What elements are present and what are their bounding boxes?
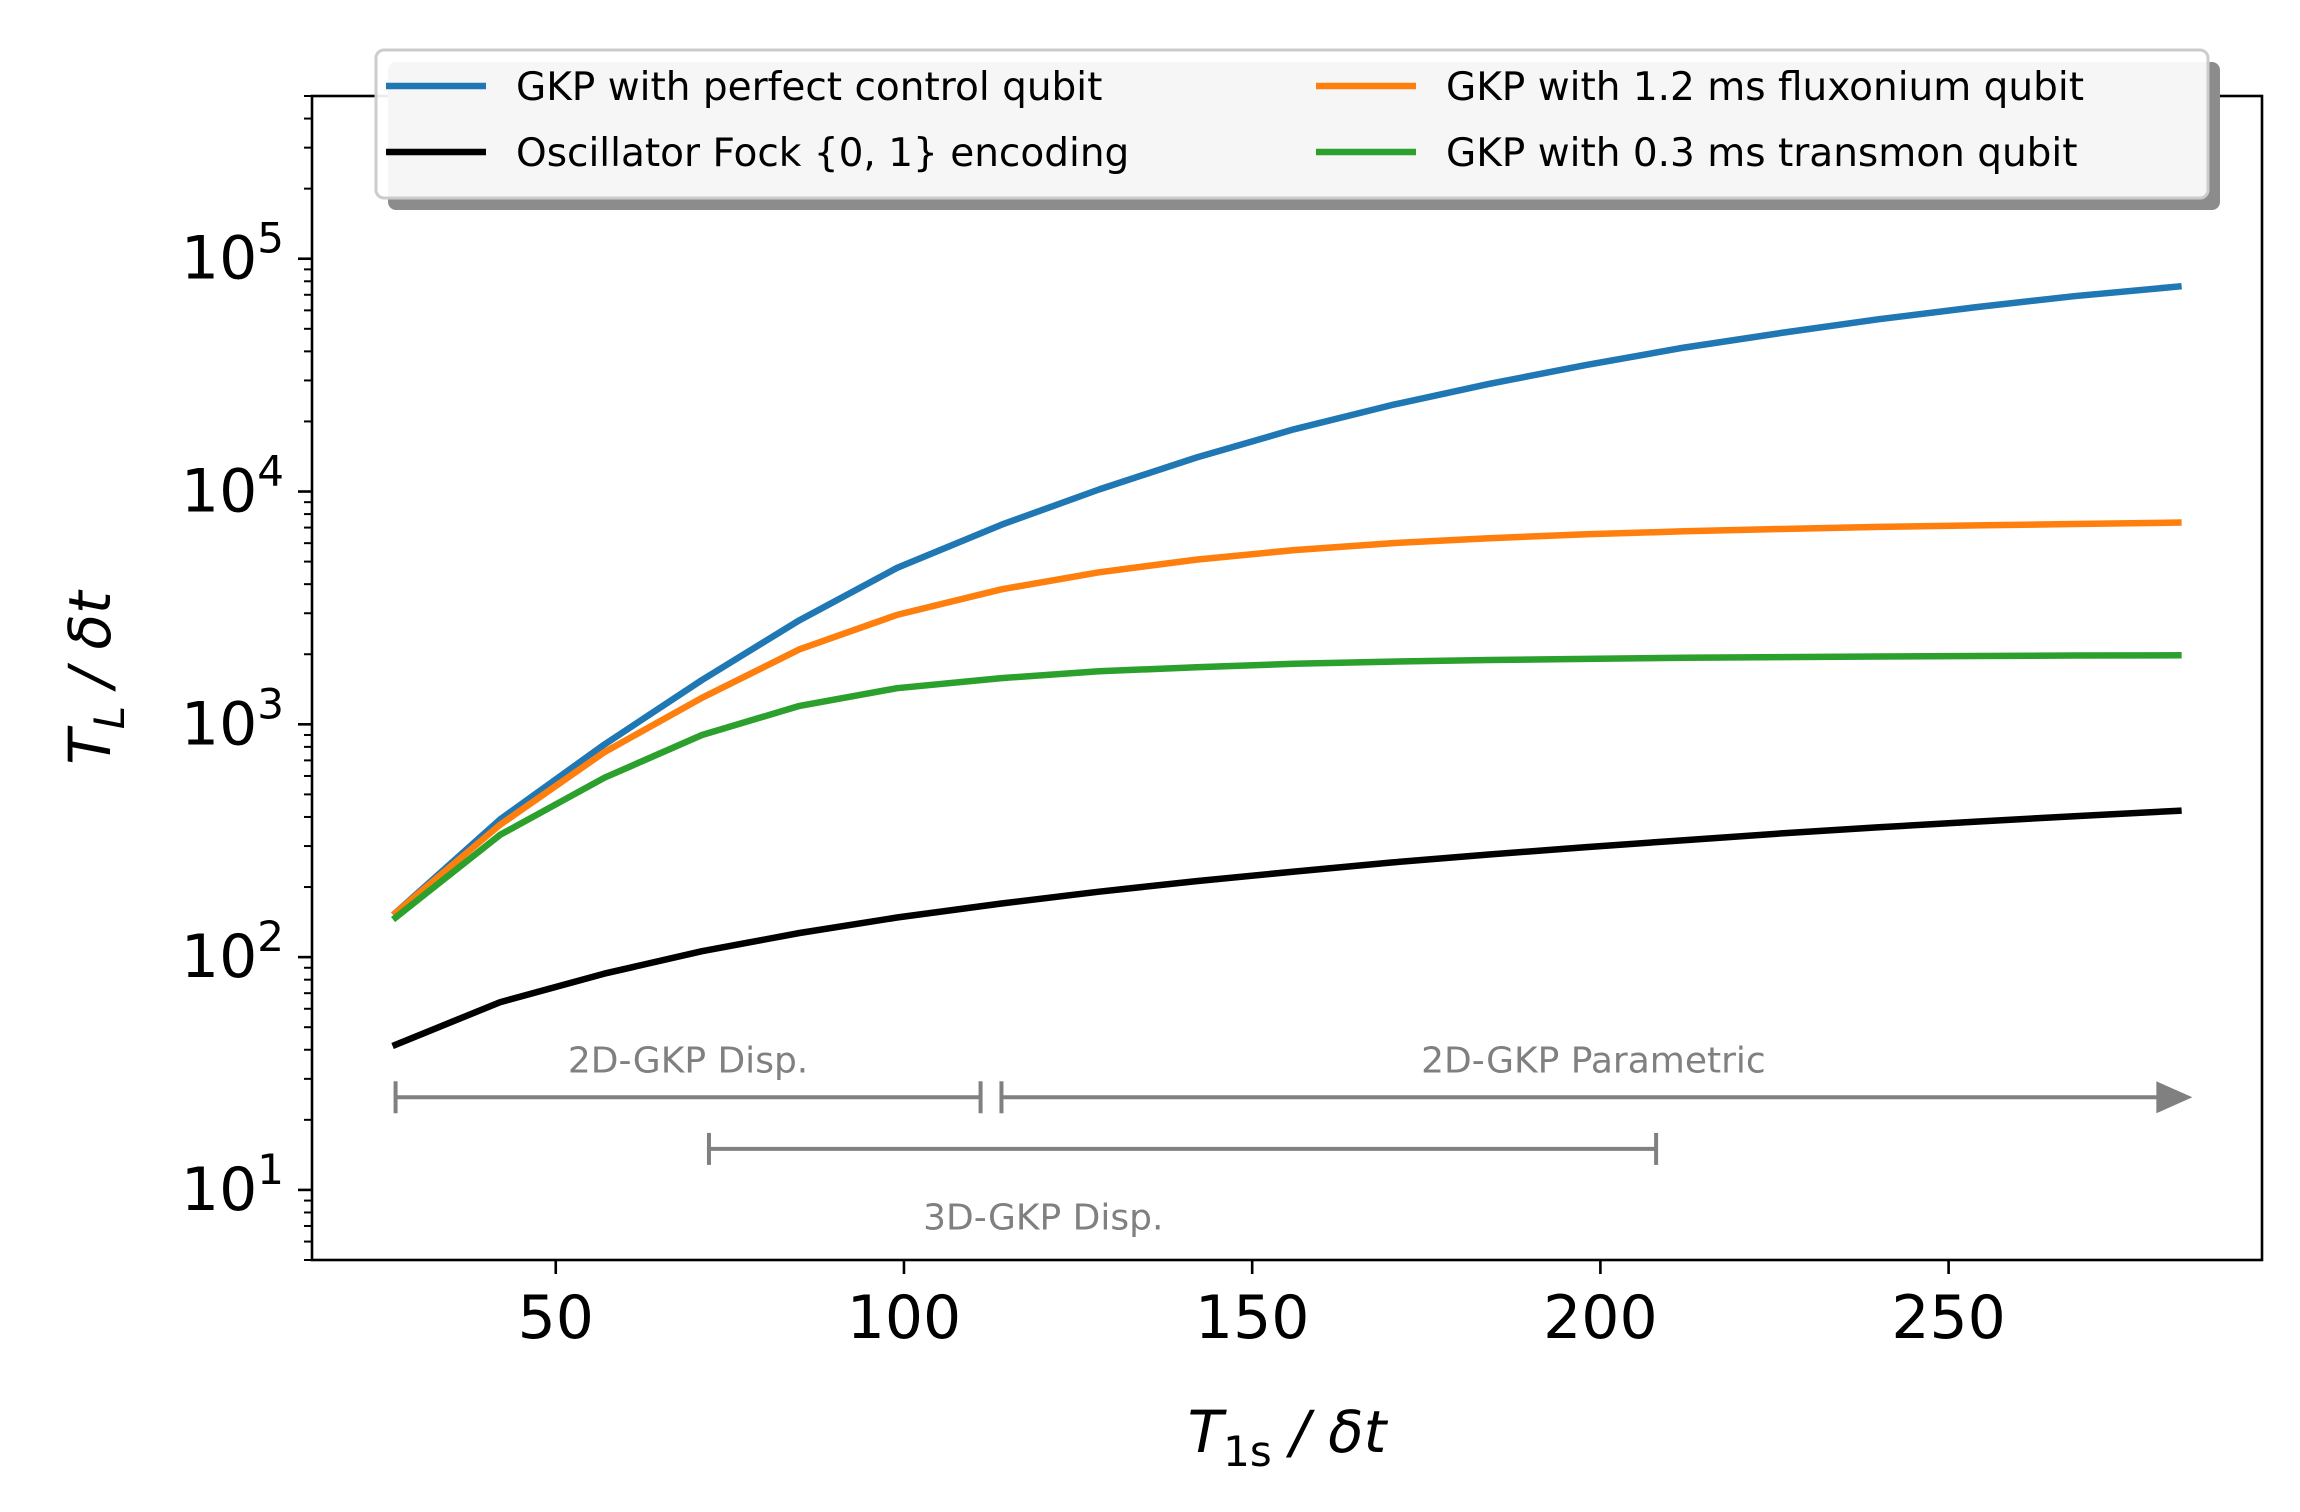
x-axis-title-main: T xyxy=(1188,1398,1228,1466)
y-tick-label-base: 10 xyxy=(181,689,257,759)
y-tick-label: 105 xyxy=(181,214,284,294)
y-tick-label: 102 xyxy=(181,912,284,992)
legend-box xyxy=(374,48,2210,200)
x-tick-label: 200 xyxy=(1543,1283,1658,1353)
series-line-2 xyxy=(391,807,2182,1050)
y-tick-label-base: 10 xyxy=(181,224,257,294)
range-label: 3D-GKP Disp. xyxy=(923,1198,1163,1239)
range-annotations: 2D-GKP Disp. 2D-GKP Parametric 3D-GKP Disp… xyxy=(393,1040,2193,1239)
y-axis-title-rest: / δt xyxy=(56,589,124,706)
y-tick-label-exponent: 1 xyxy=(257,1145,284,1194)
y-tick-label-exponent: 5 xyxy=(257,214,284,263)
y-tick-label-base: 10 xyxy=(181,1155,257,1225)
series-line-3 xyxy=(391,519,2182,918)
x-tick-label: 250 xyxy=(1891,1283,2006,1353)
y-tick-label-base: 10 xyxy=(181,922,257,992)
y-tick-label-base: 10 xyxy=(181,457,257,527)
minor-ticks xyxy=(304,95,312,1261)
range-label: 2D-GKP Disp. xyxy=(568,1040,808,1081)
y-tick-label-exponent: 4 xyxy=(257,447,284,496)
x-axis-title-rest: / δt xyxy=(1272,1398,1389,1466)
legend-label: GKP with perfect control qubit xyxy=(516,65,1102,110)
range-arrowhead xyxy=(2156,1081,2193,1114)
x-tick-labels: 50 100 150 200 250 xyxy=(518,1283,2006,1353)
legend-items: GKP with perfect control qubit Oscillator… xyxy=(386,65,2084,176)
legend-item-2: Oscillator Fock {0, 1} encoding xyxy=(386,131,1129,176)
y-tick-label: 101 xyxy=(181,1145,284,1225)
x-tick-label: 50 xyxy=(518,1283,594,1353)
x-tick-label: 100 xyxy=(847,1283,962,1353)
legend-item-1: GKP with perfect control qubit xyxy=(386,65,1102,110)
legend-label: Oscillator Fock {0, 1} encoding xyxy=(516,131,1129,176)
legend-item-4: GKP with 0.3 ms transmon qubit xyxy=(1316,131,2078,176)
y-tick-label: 104 xyxy=(181,447,284,527)
y-axis-title-subscript: L xyxy=(85,706,134,729)
legend: GKP with perfect control qubit Oscillator… xyxy=(374,48,2220,210)
x-axis-title: T1s / δt xyxy=(1188,1398,1389,1476)
y-axis-title: TL / δt xyxy=(56,589,134,765)
series-lines xyxy=(391,282,2182,1050)
x-axis-title-subscript: 1s xyxy=(1223,1427,1272,1476)
range-label: 2D-GKP Parametric xyxy=(1421,1040,1766,1081)
y-tick-label: 103 xyxy=(181,679,284,759)
series-line-1 xyxy=(391,282,2182,918)
legend-item-3: GKP with 1.2 ms fluxonium qubit xyxy=(1316,65,2084,110)
x-tick-label: 150 xyxy=(1195,1283,1310,1353)
series-line-4 xyxy=(391,652,2182,923)
legend-label: GKP with 0.3 ms transmon qubit xyxy=(1446,131,2078,176)
y-tick-label-exponent: 2 xyxy=(257,912,284,961)
range-annotation-1: 2D-GKP Disp. xyxy=(393,1040,983,1114)
y-axis-title-main: T xyxy=(56,725,124,765)
range-annotation-3: 3D-GKP Disp. xyxy=(706,1132,1659,1239)
legend-label: GKP with 1.2 ms fluxonium qubit xyxy=(1446,65,2084,110)
major-ticks xyxy=(298,257,1950,1274)
y-tick-label-exponent: 3 xyxy=(257,679,284,728)
range-annotation-2: 2D-GKP Parametric xyxy=(999,1040,2193,1114)
